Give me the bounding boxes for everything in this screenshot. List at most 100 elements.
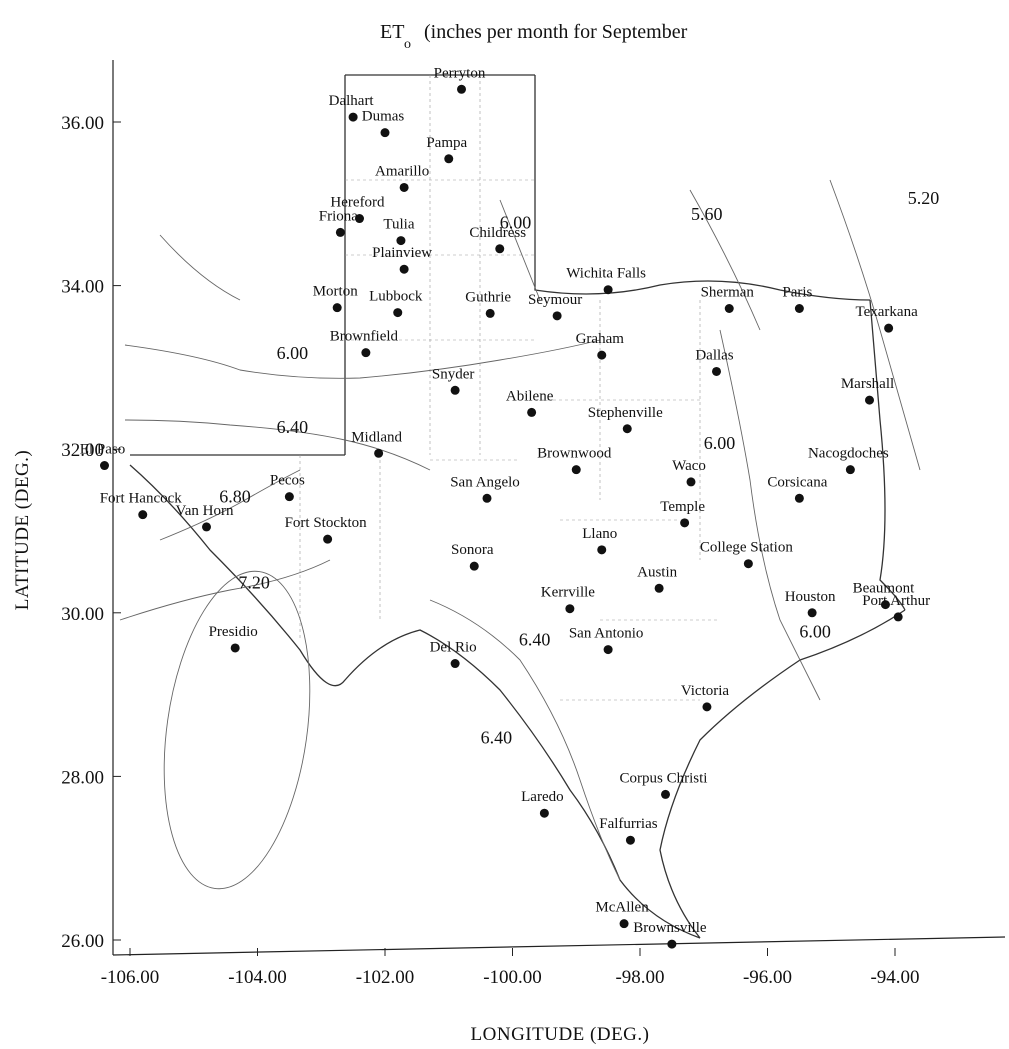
city-name: Friona [319, 208, 359, 224]
city-dot [323, 534, 333, 544]
city-dot [661, 789, 670, 799]
contour-lines [119, 179, 921, 890]
city-dot [335, 227, 345, 237]
y-tick-label: 28.00 [61, 767, 104, 788]
city-guthrie: Guthrie [465, 289, 511, 318]
city-name: Nacogdoches [808, 446, 889, 462]
contour-5-60 [689, 189, 761, 331]
city-austin: Austin [637, 564, 678, 593]
city-dot [893, 612, 903, 622]
city-dot [202, 522, 211, 532]
city-brownsville: Brownsville [633, 920, 707, 949]
city-name: Sherman [701, 285, 755, 301]
city-name: Brownwood [537, 446, 612, 462]
city-marshall: Marshall [841, 376, 894, 405]
city-dot [743, 559, 753, 569]
city-name: Graham [576, 331, 625, 347]
city-name: Victoria [681, 683, 730, 699]
x-tick-label: -96.00 [743, 967, 792, 988]
city-fort-stockton: Fort Stockton [285, 515, 368, 544]
city-name: Houston [785, 589, 836, 605]
city-dot [571, 465, 581, 475]
city-name: Beaumont [853, 581, 915, 597]
city-pampa: Pampa [426, 135, 468, 164]
city-dot [457, 84, 466, 94]
city-dot [361, 348, 371, 358]
city-lubbock: Lubbock [369, 289, 423, 318]
city-tulia: Tulia [383, 217, 415, 246]
y-tick-label: 26.00 [61, 931, 104, 952]
contour-5-20 [829, 179, 921, 471]
city-name: San Angelo [450, 474, 520, 490]
y-tick-label: 34.00 [61, 277, 104, 298]
x-tick-label: -98.00 [615, 967, 664, 988]
city-dot [138, 510, 148, 520]
city-victoria: Victoria [681, 683, 730, 712]
city-dot [527, 407, 537, 417]
y-tick-label: 32.00 [61, 440, 104, 461]
city-dot [332, 303, 342, 313]
city-plainview: Plainview [372, 245, 432, 274]
city-stephenville: Stephenville [588, 405, 663, 434]
city-dot [485, 308, 495, 318]
city-dumas: Dumas [362, 109, 404, 138]
city-name: Fort Stockton [285, 515, 368, 531]
city-dot [348, 112, 358, 122]
city-name: San Antonio [569, 626, 644, 642]
city-dot [495, 244, 505, 254]
city-name: Guthrie [465, 289, 511, 305]
contour-value-label: 6.00 [277, 343, 309, 363]
city-name: Stephenville [588, 405, 663, 421]
city-name: Brownsville [633, 920, 707, 936]
city-corpus-christi: Corpus Christi [620, 770, 707, 799]
city-seymour: Seymour [528, 292, 582, 321]
city-dot [845, 465, 855, 475]
city-dot [625, 835, 635, 845]
city-name: Presidio [209, 624, 258, 640]
plot-frame [112, 60, 1006, 956]
title-rest: (inches per month for September [424, 21, 688, 43]
x-tick-label: -102.00 [356, 967, 415, 988]
city-name: Del Rio [430, 640, 477, 656]
city-morton: Morton [313, 284, 358, 313]
city-paris: Paris [782, 285, 813, 314]
city-perryton: Perryton [434, 65, 486, 94]
city-wichita-falls: Wichita Falls [566, 266, 646, 295]
city-dot [686, 477, 696, 487]
city-port-arthur: Port Arthur [862, 593, 930, 622]
axis-ticks: -106.00 -104.00 -102.00 -100.00 -98.00 -96.00… [61, 113, 919, 988]
city-dot [355, 214, 364, 224]
city-dot [702, 702, 712, 712]
city-snyder: Snyder [432, 366, 474, 395]
city-name: Childress [469, 225, 526, 241]
city-name: Waco [672, 458, 706, 474]
title-subscript: o [404, 37, 411, 52]
city-name: Wichita Falls [566, 266, 646, 282]
city-texarkana: Texarkana [856, 304, 918, 333]
city-name: Marshall [841, 376, 894, 392]
city-dot [399, 182, 409, 192]
city-dot [865, 395, 874, 405]
city-dot [450, 385, 460, 395]
contour-value-label: 7.20 [238, 572, 270, 592]
contour-6-00-north [499, 199, 541, 301]
city-name: Perryton [434, 65, 486, 81]
city-dot [597, 545, 607, 555]
city-kerrville: Kerrville [541, 585, 595, 614]
city-mcallen: McAllen [595, 900, 649, 929]
x-axis-title: LONGITUDE (DEG.) [471, 1024, 650, 1045]
city-el-paso: El Paso [80, 442, 125, 471]
city-name: Corsicana [767, 474, 827, 490]
city-dot [444, 154, 454, 164]
city-name: Seymour [528, 292, 582, 308]
city-name: Amarillo [375, 163, 429, 179]
contour-6-80 [159, 469, 301, 541]
city-dot [374, 448, 384, 458]
city-name: Llano [582, 526, 617, 542]
city-sonora: Sonora [451, 542, 494, 571]
city-name: Fort Hancock [100, 491, 183, 507]
city-name: Austin [637, 564, 678, 580]
gulf-coast [659, 609, 906, 939]
contour-value-label: 5.60 [691, 204, 723, 224]
